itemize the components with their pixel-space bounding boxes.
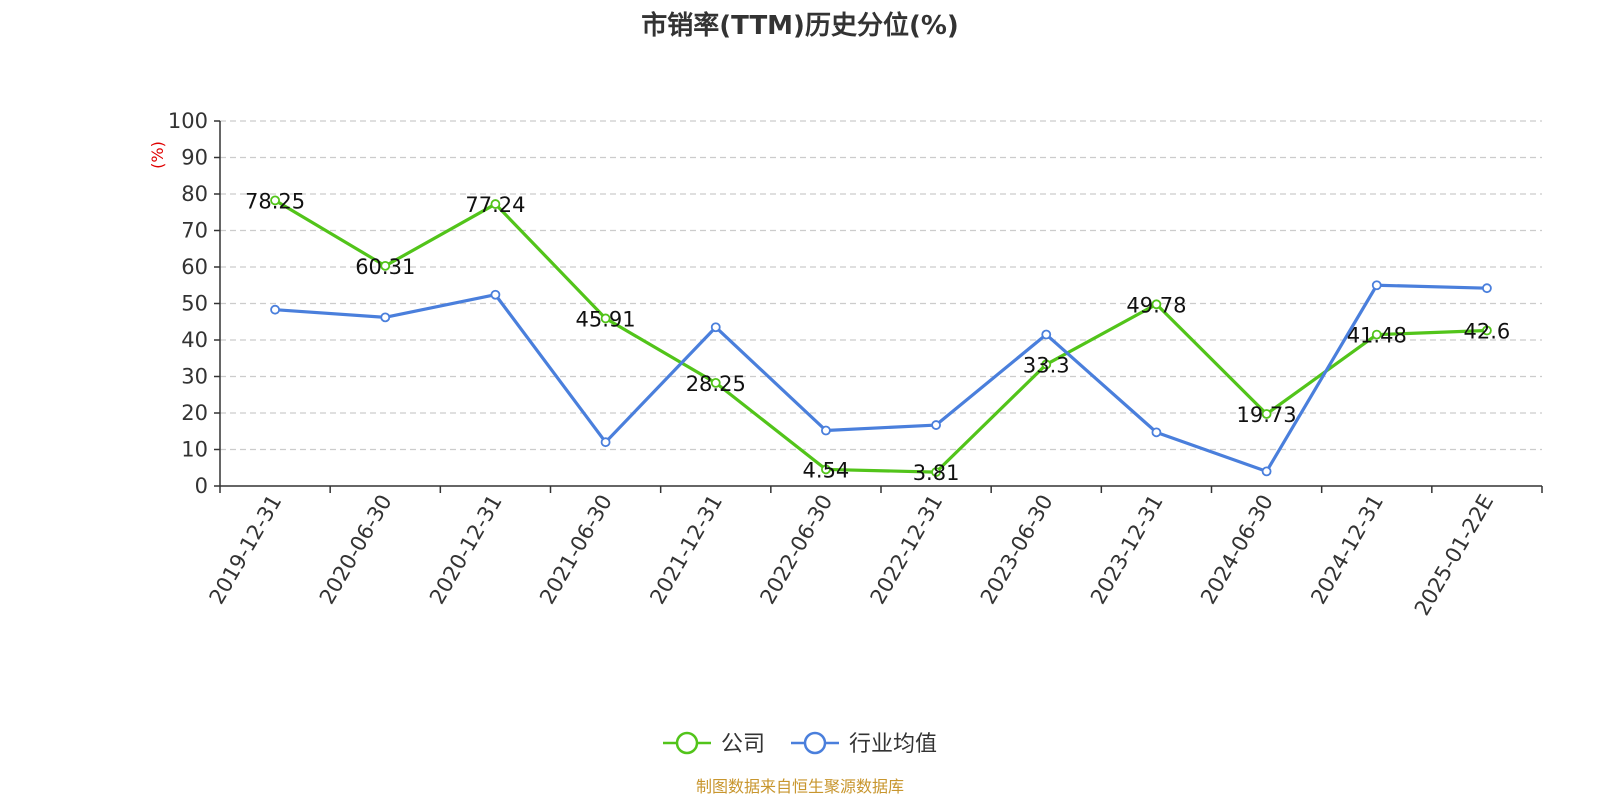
y-tick-label: 10	[181, 438, 208, 462]
legend-item-1[interactable]: 公司	[663, 731, 765, 757]
y-tick-label: 20	[181, 401, 208, 425]
series-1-point	[710, 377, 721, 388]
y-tick-label: 0	[195, 474, 208, 498]
data-label: 45.91	[576, 307, 636, 331]
series-2-point	[1371, 280, 1382, 291]
series-1-point	[1371, 329, 1382, 340]
x-tick-label: 2022-06-30	[755, 491, 837, 609]
x-tick-label: 2025-01-22E	[1410, 491, 1498, 620]
series-layer	[270, 195, 1492, 477]
legend-marker-icon	[675, 731, 699, 755]
y-axis-ticks: 0 10 20 30 40 50 60 70 80 90 100	[168, 109, 220, 498]
series-2-point	[710, 322, 721, 333]
series-1-point	[380, 260, 391, 271]
legend[interactable]: 公司 行业均值	[663, 731, 937, 757]
series-2-point	[931, 420, 941, 430]
chart-title: 市销率(TTM)历史分位(%)	[641, 10, 959, 41]
x-tick-label: 2023-06-30	[976, 491, 1058, 609]
legend-item-2[interactable]: 行业均值	[791, 731, 937, 757]
series-2-point	[270, 304, 280, 315]
data-label: 77.24	[465, 193, 525, 217]
series-2-point	[600, 437, 611, 448]
series-2-point	[821, 425, 831, 436]
data-label: 60.31	[355, 255, 415, 279]
legend-label: 公司	[721, 732, 765, 757]
data-label: 3.81	[913, 461, 960, 485]
x-tick-label: 2019-12-31	[205, 491, 287, 609]
x-tick-label: 2024-12-31	[1306, 491, 1388, 609]
series-1-point	[821, 464, 831, 475]
series-1-point	[1482, 325, 1492, 336]
data-label: 4.54	[803, 458, 850, 482]
data-label: 41.48	[1347, 324, 1407, 348]
legend-label: 行业均值	[849, 732, 937, 757]
data-labels: 78.25 60.31 77.24 45.91 28.25 4.54 3.81 33.3 49.…	[245, 189, 1510, 485]
series-2-point	[1041, 329, 1052, 340]
series-line-2	[274, 283, 1487, 473]
x-tick-label: 2020-12-31	[425, 491, 507, 609]
series-line-1	[274, 199, 1487, 474]
data-label: 19.73	[1237, 403, 1297, 427]
y-axis-unit: (%)	[148, 141, 167, 169]
series-2-point	[1261, 466, 1272, 477]
y-tick-label: 80	[181, 182, 208, 206]
series-1-point	[490, 199, 501, 209]
series-2-point	[1482, 283, 1492, 294]
series-1-point	[1151, 299, 1162, 310]
y-tick-label: 30	[181, 365, 208, 389]
data-label: 78.25	[245, 189, 305, 213]
y-tick-label: 90	[181, 146, 208, 170]
data-label: 42.6	[1464, 320, 1511, 344]
series-2-point	[380, 312, 391, 323]
y-tick-label: 70	[181, 219, 208, 243]
grid-lines	[220, 120, 1542, 451]
series-2-point	[490, 289, 501, 300]
series-1-point	[270, 195, 280, 206]
x-tick-label: 2022-12-31	[866, 491, 948, 609]
data-label: 33.3	[1023, 353, 1070, 377]
data-label: 28.25	[686, 372, 746, 396]
x-tick-label: 2021-12-31	[645, 491, 727, 609]
series-1-point	[1041, 359, 1052, 370]
legend-marker-icon	[803, 731, 827, 755]
x-tick-label: 2024-06-30	[1196, 491, 1278, 609]
series-1-point	[1261, 409, 1272, 419]
x-tick-label: 2020-06-30	[315, 491, 397, 609]
x-tick-label: 2021-06-30	[535, 491, 617, 609]
x-tick-label: 2023-12-31	[1086, 491, 1168, 609]
series-1-point	[931, 467, 941, 477]
data-label: 49.78	[1126, 293, 1186, 317]
series-1-point	[600, 313, 611, 324]
x-axis-ticks: 2019-12-31 2020-06-30 2020-12-31 2021-06-30…	[205, 486, 1543, 620]
y-tick-label: 50	[181, 292, 208, 316]
series-2-point	[1151, 427, 1162, 438]
y-tick-label: 100	[168, 109, 208, 133]
source-note: 制图数据来自恒生聚源数据库	[696, 777, 904, 796]
y-tick-label: 40	[181, 328, 208, 352]
y-tick-label: 60	[181, 255, 208, 279]
